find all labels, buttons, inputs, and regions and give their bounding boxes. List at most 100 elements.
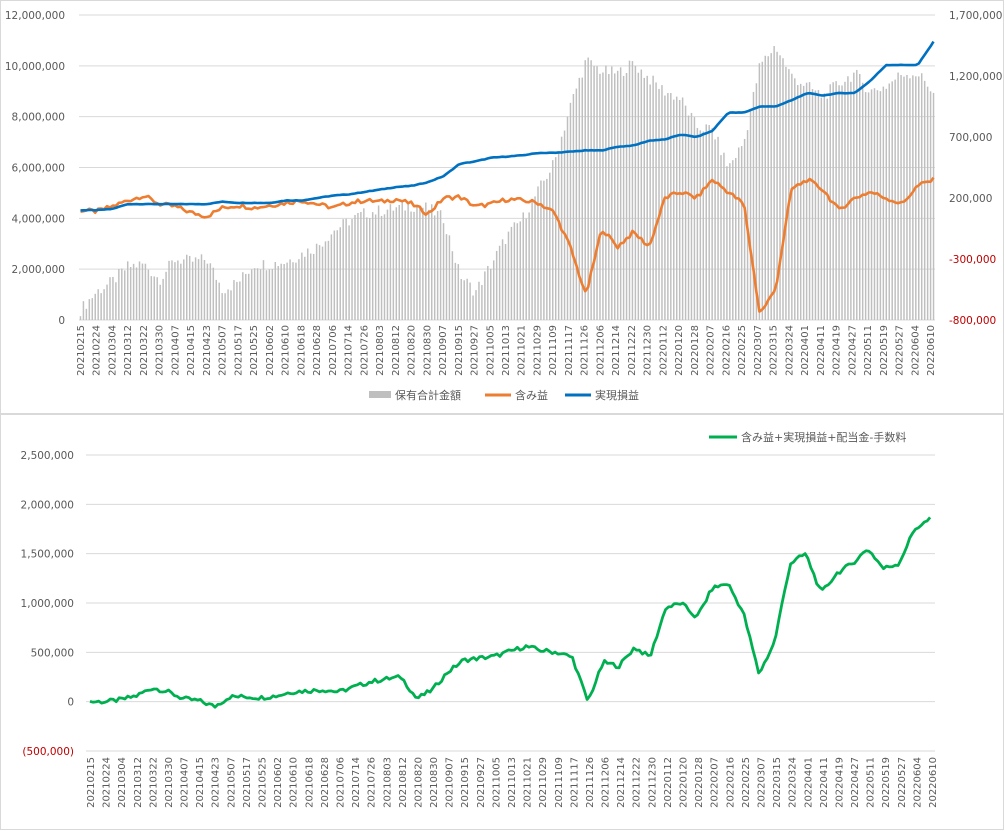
holding-bar [616, 70, 619, 320]
holding-bar [371, 212, 374, 320]
x-tick-label: 20210415 [195, 757, 206, 808]
holding-bar [106, 284, 108, 320]
holding-bar [495, 250, 498, 320]
x-tick-label: 20220112 [658, 325, 669, 376]
x-tick-label: 20211109 [554, 757, 565, 808]
x-tick-label: 20210830 [429, 757, 440, 808]
holding-bar [180, 263, 182, 320]
x-tick-label: 20210224 [92, 325, 103, 376]
holding-bar [451, 251, 454, 320]
legend-unrealized-label: 含み益 [515, 388, 548, 402]
holding-bar [649, 84, 651, 320]
y-left-tick-label: 2,000,000 [12, 264, 65, 276]
holding-bar [788, 69, 790, 320]
x-tick-label: 20210312 [123, 325, 134, 376]
holding-bar [79, 316, 82, 320]
holding-bar [799, 83, 802, 320]
x-tick-label: 20211214 [611, 325, 622, 376]
holding-bar [735, 157, 737, 320]
x-tick-label: 20210927 [470, 325, 481, 376]
holding-bar [348, 225, 350, 320]
holding-bar [534, 196, 536, 320]
y-left-tick-label: 4,000,000 [12, 213, 65, 225]
x-tick-label: 20210215 [86, 757, 97, 808]
holding-bar [876, 90, 879, 320]
x-tick-label: 20210907 [445, 757, 456, 808]
holding-bar [315, 243, 318, 320]
holding-bar [345, 218, 347, 320]
holding-bar [584, 60, 586, 321]
holding-bar [498, 245, 501, 320]
holding-bar [230, 290, 232, 320]
holding-bar [126, 261, 129, 320]
x-tick-label: 20210618 [296, 325, 307, 376]
holding-bar [82, 301, 85, 320]
holding-bar [838, 85, 840, 320]
holding-bar [513, 222, 516, 320]
x-tick-label: 20210706 [335, 757, 346, 808]
holding-bar [684, 105, 687, 320]
holding-bar [369, 218, 371, 320]
holding-bar [407, 204, 409, 320]
holding-bar [186, 254, 188, 320]
x-tick-label: 20210820 [407, 325, 418, 376]
holding-bar [307, 248, 309, 320]
y-left-tick-label: 6,000,000 [12, 163, 65, 175]
x-tick-label: 20210820 [413, 757, 424, 808]
holding-bar [791, 73, 793, 320]
holding-bar [481, 285, 483, 320]
holding-bar [540, 180, 542, 320]
holding-bar [622, 75, 625, 321]
x-tick-label: 20211126 [585, 757, 596, 808]
holding-bar [625, 73, 628, 321]
holding-bar [643, 77, 645, 320]
x-tick-label: 20211222 [627, 325, 638, 376]
holding-bar [159, 284, 161, 320]
x-tick-label: 20210224 [102, 757, 113, 808]
holding-bar [478, 281, 480, 320]
x-tick-label: 20210304 [117, 757, 128, 808]
x-tick-label: 20210423 [211, 757, 222, 808]
holding-bar [112, 276, 114, 320]
x-tick-label: 20210803 [382, 757, 393, 808]
x-tick-label: 20210830 [422, 325, 433, 376]
holding-bar [856, 69, 858, 320]
x-tick-label: 20220419 [834, 757, 845, 808]
holding-bar [327, 240, 330, 320]
holding-bar [298, 259, 300, 320]
holding-bar [835, 81, 837, 321]
holding-bar [321, 246, 324, 320]
x-tick-label: 20210517 [233, 325, 244, 376]
holding-bar [729, 163, 731, 320]
holding-bar [448, 235, 451, 320]
holding-bar [678, 99, 681, 320]
x-tick-label: 20210706 [328, 325, 339, 376]
holding-bar [841, 85, 843, 321]
holding-bar [401, 201, 403, 320]
holding-bar [631, 61, 634, 321]
x-tick-label: 20211230 [643, 325, 654, 376]
holding-bar [637, 72, 640, 320]
holding-bar [844, 81, 846, 320]
holding-bar [773, 46, 775, 321]
holding-bar [188, 255, 191, 320]
holding-bar [918, 76, 920, 320]
x-tick-label: 20220307 [756, 757, 767, 808]
holding-bar [779, 55, 781, 321]
holding-bar [634, 65, 637, 321]
holding-bar [658, 88, 660, 320]
holding-bar [174, 262, 176, 320]
holding-bar [870, 89, 873, 320]
x-tick-label: 20220324 [784, 325, 795, 376]
holding-bar [197, 259, 200, 320]
top-chart-panel: 0 2,000,000 4,000,000 6,000,000 8,000,000 10,… [0, 0, 1004, 414]
x-tick-label: 20210915 [454, 325, 465, 376]
holding-bar [593, 65, 595, 320]
holding-bar [543, 180, 545, 320]
holding-bar [342, 219, 344, 320]
holding-bar [711, 128, 713, 320]
holding-bar [168, 260, 170, 320]
y-right-tick-label: 1,200,000 [949, 71, 1002, 83]
holding-bar [929, 91, 932, 320]
holding-bar [726, 166, 728, 320]
